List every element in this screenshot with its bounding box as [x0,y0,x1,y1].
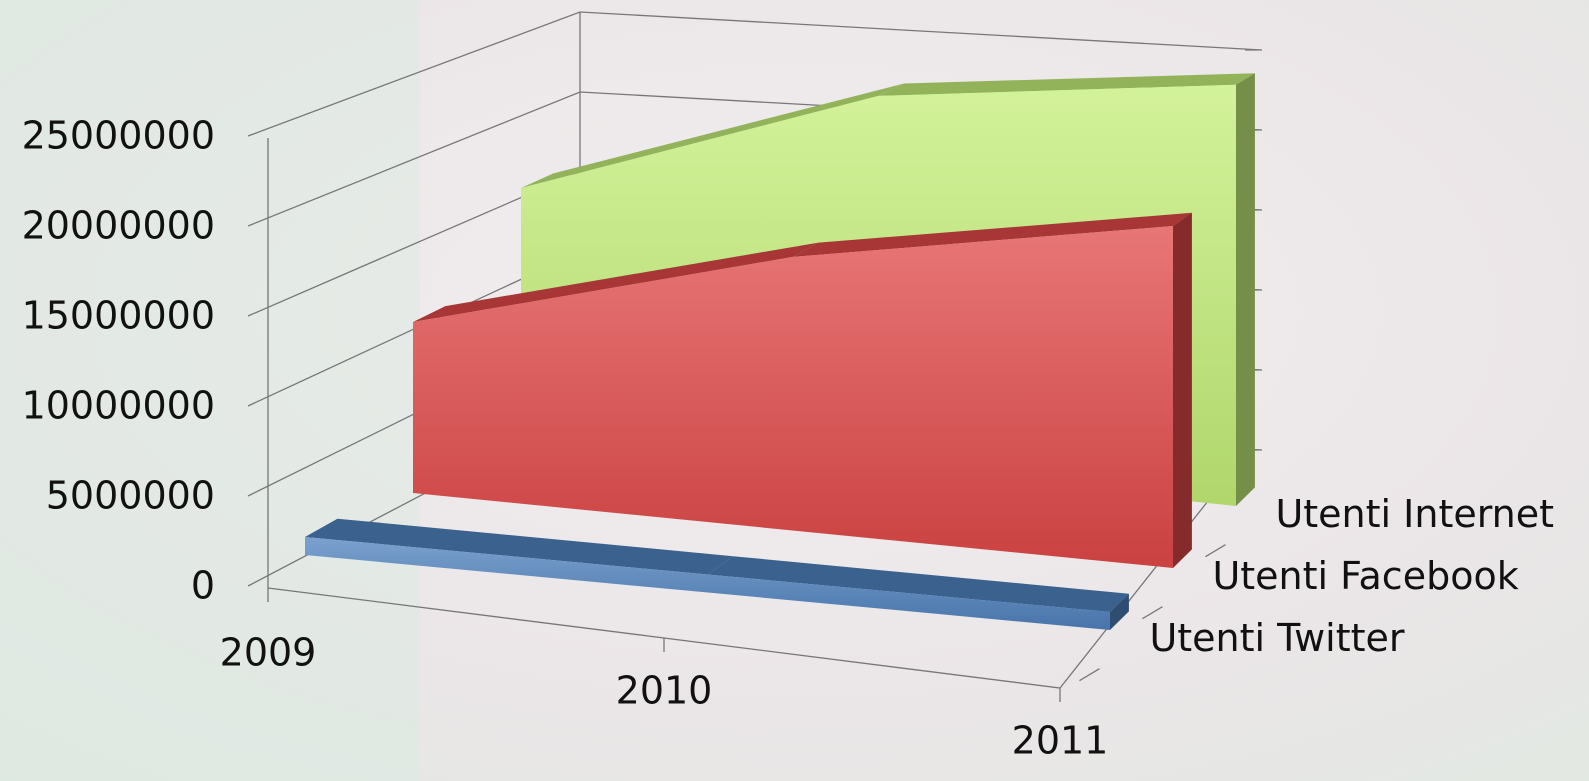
y-tick-label: 25000000 [22,114,215,158]
area-side [1236,73,1255,506]
x-tick-label: 2011 [1012,719,1109,763]
x-tick-label: 2009 [220,631,317,675]
series-label: Utenti Twitter [1149,616,1404,660]
page: 0 5000000 10000000 15000000 20000000 25000000… [0,0,1589,781]
area-side [1173,213,1192,568]
y-tick-label: 20000000 [22,204,215,248]
y-tick-label: 5000000 [46,474,215,518]
series-label: Utenti Internet [1275,492,1554,536]
y-tick-label: 15000000 [22,294,215,338]
chart: 0 5000000 10000000 15000000 20000000 25000000… [0,0,1589,781]
series-label: Utenti Facebook [1212,554,1518,598]
x-tick-label: 2010 [616,669,713,713]
y-tick-label: 10000000 [22,384,215,428]
y-tick-label: 0 [191,564,215,608]
